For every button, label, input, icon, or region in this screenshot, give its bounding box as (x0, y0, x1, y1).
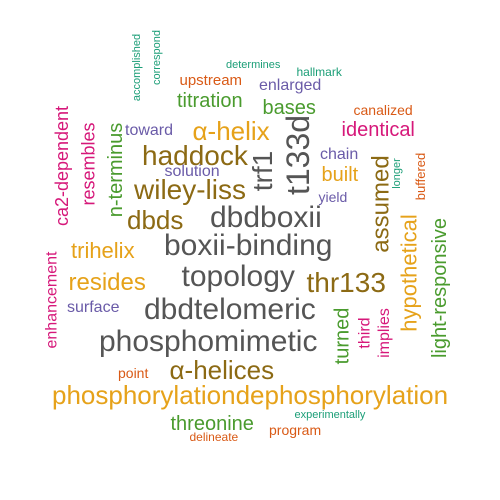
word-trihelix: trihelix (71, 238, 135, 263)
word-correspond: correspond (150, 29, 163, 85)
word-phosphorylationdephosphorylation: phosphorylationdephosphorylation (52, 380, 449, 410)
word-hypothetical: hypothetical (396, 214, 422, 332)
word-haddock: haddock (142, 140, 248, 171)
word-phosphomimetic: phosphomimetic (99, 325, 318, 358)
word-identical: identical (341, 119, 415, 141)
word-t133d: t133d (280, 114, 317, 196)
word-hallmark: hallmark (296, 65, 342, 79)
word-titration: titration (177, 90, 243, 112)
word-turned: turned (330, 307, 353, 365)
word-surface: surface (67, 299, 120, 316)
word-light-responsive: light-responsive (429, 217, 452, 359)
word-threonine: threonine (170, 413, 254, 435)
word-assumed: assumed (367, 155, 395, 253)
word-implies: implies (375, 308, 393, 358)
word-wiley-liss: wiley-liss (134, 174, 246, 205)
word-delineate: delineate (189, 430, 239, 444)
word-n-terminus: n-terminus (105, 122, 128, 218)
word-chain: chain (320, 146, 359, 163)
word-resides: resides (68, 269, 146, 296)
word-dbdboxii: dbdboxii (210, 201, 322, 234)
word-built: built (321, 164, 359, 186)
word-dbdtelomeric: dbdtelomeric (144, 293, 316, 326)
word-dbds: dbds (127, 205, 184, 235)
word-alpha-helices: α-helices (169, 355, 275, 385)
word-ca2-dependent: ca2-dependent (52, 105, 73, 227)
word-trf1: trf1 (247, 150, 279, 192)
word-accomplished: accomplished (130, 33, 143, 101)
word-upstream: upstream (179, 71, 243, 89)
word-determines: determines (226, 58, 281, 71)
word-enhancement: enhancement (42, 251, 60, 349)
word-solution: solution (164, 163, 220, 180)
word-experimentally: experimentally (294, 408, 366, 421)
word-point: point (118, 365, 149, 381)
word-program: program (269, 422, 322, 438)
word-enlarged: enlarged (259, 77, 322, 94)
word-resembles: resembles (78, 122, 99, 206)
word-longer: longer (390, 157, 403, 189)
word-alpha-helix: α-helix (192, 116, 270, 146)
word-canalized: canalized (353, 102, 413, 118)
word-third: third (356, 317, 374, 349)
word-buffered: buffered (412, 152, 428, 200)
word-bases: bases (262, 97, 316, 119)
word-thr133: thr133 (306, 267, 386, 298)
word-yield: yield (318, 189, 348, 205)
word-boxii-binding: boxii-binding (164, 229, 333, 262)
word-toward: toward (125, 122, 174, 139)
word-topology: topology (181, 260, 295, 293)
